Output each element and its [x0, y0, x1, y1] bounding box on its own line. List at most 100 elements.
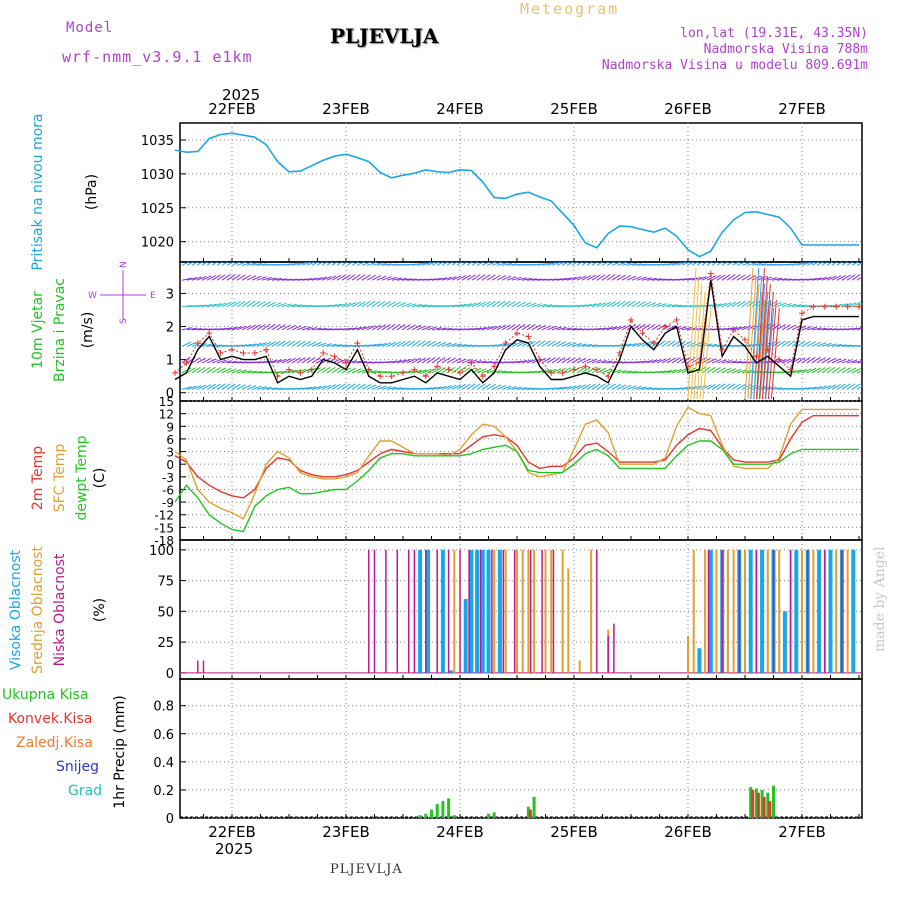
wind-barb	[376, 300, 386, 308]
wind-barb	[641, 277, 652, 281]
wind-barb	[286, 340, 296, 347]
wind-barb	[696, 366, 706, 374]
wind-barb	[631, 276, 642, 281]
wind-barb	[281, 263, 292, 266]
wind-barb	[501, 385, 512, 390]
wind-barb	[181, 262, 191, 266]
wind-barb	[816, 367, 826, 374]
wind-barb	[396, 302, 407, 308]
wind-barb	[281, 340, 291, 347]
wind-barb	[726, 383, 736, 390]
high-cloud-bar	[851, 549, 856, 673]
precip-total-bar	[418, 815, 422, 818]
wind-barb	[301, 326, 312, 331]
wind-barb	[461, 358, 472, 364]
wind-barb	[601, 326, 612, 331]
wind-barb	[211, 274, 221, 281]
xtick-label-top: 25FEB	[550, 100, 597, 118]
wind-barb	[721, 302, 732, 308]
wind-barb	[831, 366, 841, 374]
mid-cloud-bar	[692, 549, 695, 673]
wind-barb	[391, 277, 402, 281]
wind-barb	[696, 291, 706, 400]
wind-barb	[336, 383, 346, 390]
mid-cloud-bar	[567, 568, 570, 673]
wind-barb	[391, 341, 402, 347]
wind-barb	[671, 357, 681, 364]
wind-barb	[731, 301, 741, 308]
wind-barb	[636, 263, 647, 266]
wind-barb	[386, 360, 397, 364]
precip-ylabel: 1hr Precip (mm)	[112, 695, 128, 808]
wind-barb	[426, 368, 437, 374]
temperature-ytick-label: -3	[162, 471, 174, 485]
xtick-label-top: 27FEB	[778, 100, 825, 118]
wind-barb	[426, 278, 437, 281]
wind-barb	[506, 371, 517, 374]
wind-barb	[221, 274, 231, 281]
wind-barb	[471, 274, 481, 281]
wind-barb	[291, 357, 301, 364]
wind-barb	[796, 325, 807, 331]
wind-barb	[296, 262, 307, 266]
wind-barb	[221, 327, 232, 331]
wind-barb	[436, 356, 446, 364]
wind-barb	[411, 340, 421, 347]
wind-barb	[551, 368, 562, 374]
wind-barb	[246, 300, 256, 308]
wind-barb	[311, 356, 321, 364]
wind-barb	[571, 262, 579, 266]
precip-total-bar	[441, 801, 445, 818]
low-cloud-bar	[824, 549, 826, 673]
wind-barb	[826, 262, 833, 266]
wind-barb	[371, 343, 382, 347]
wind-barb	[571, 328, 582, 331]
wind-barb	[426, 262, 437, 266]
wind-barb	[191, 366, 201, 374]
wind-barb	[226, 383, 236, 390]
wind-barb	[716, 302, 727, 308]
wind-barb	[411, 369, 422, 374]
wind-barb	[361, 274, 371, 281]
wind-barb	[431, 277, 442, 281]
low-cloud-bar	[607, 635, 609, 673]
pressure-ytick-label: 1030	[141, 168, 174, 183]
mid-cloud-bar	[550, 549, 553, 673]
wind-barb	[296, 387, 307, 390]
wind-barb	[251, 324, 261, 331]
wind-barb	[736, 361, 747, 364]
wind-barb	[556, 277, 567, 281]
wind-barb	[721, 274, 731, 281]
clouds-ytick-label: 0	[166, 667, 174, 682]
wind-barb	[751, 262, 762, 266]
wind-barb	[681, 305, 692, 308]
low-cloud-bar	[385, 549, 387, 673]
wind-barb	[531, 278, 542, 281]
xtick-label-top: 26FEB	[664, 100, 711, 118]
wind-barb	[456, 275, 467, 281]
wind-barb	[521, 277, 532, 281]
wind-barb	[566, 327, 577, 331]
wind-barb	[326, 304, 337, 308]
wind-barb	[376, 370, 387, 374]
wind-barb	[351, 383, 361, 390]
wind-barb	[321, 328, 332, 331]
wind-barb	[261, 386, 272, 390]
wind-barb	[186, 385, 197, 390]
wind-barb	[681, 386, 692, 390]
wind-barb	[691, 276, 702, 281]
wind-barb	[776, 278, 787, 281]
wind-barb	[271, 323, 281, 331]
wind-barb	[796, 262, 807, 266]
wind-barb	[446, 342, 457, 347]
wind-barb	[741, 300, 751, 308]
wind-barb	[816, 262, 824, 266]
pressure-ylabel: Pritisak na nivou mora	[30, 113, 46, 270]
wind-barb	[381, 323, 391, 331]
wind-barb	[421, 325, 432, 331]
year-label-bottom: 2025	[215, 840, 254, 858]
footer-station: PLJEVLJA	[330, 862, 403, 877]
wind-barb	[506, 263, 517, 266]
precip-total-bar	[772, 785, 775, 818]
